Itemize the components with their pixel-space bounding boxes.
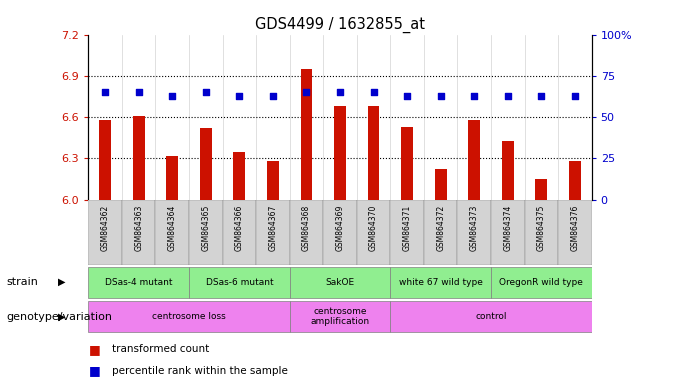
Text: strain: strain xyxy=(7,277,39,287)
Text: ▶: ▶ xyxy=(58,312,65,322)
Bar xyxy=(99,120,111,200)
Point xyxy=(569,93,580,99)
Bar xyxy=(368,106,379,200)
Bar xyxy=(435,169,447,200)
Text: GSM864376: GSM864376 xyxy=(571,205,579,251)
FancyBboxPatch shape xyxy=(491,266,592,298)
Text: GSM864375: GSM864375 xyxy=(537,205,546,251)
Text: centrosome loss: centrosome loss xyxy=(152,312,226,321)
Point xyxy=(167,93,177,99)
Bar xyxy=(133,116,145,200)
FancyBboxPatch shape xyxy=(524,200,558,265)
FancyBboxPatch shape xyxy=(88,301,290,332)
FancyBboxPatch shape xyxy=(88,200,122,265)
FancyBboxPatch shape xyxy=(390,200,424,265)
FancyBboxPatch shape xyxy=(88,266,189,298)
Point xyxy=(402,93,413,99)
Text: genotype/variation: genotype/variation xyxy=(7,312,113,322)
FancyBboxPatch shape xyxy=(189,266,290,298)
Point xyxy=(435,93,446,99)
Text: GSM864374: GSM864374 xyxy=(503,205,512,251)
Text: GSM864370: GSM864370 xyxy=(369,205,378,251)
FancyBboxPatch shape xyxy=(156,200,189,265)
Text: ■: ■ xyxy=(88,343,100,356)
Point xyxy=(335,89,345,96)
Text: GSM864368: GSM864368 xyxy=(302,205,311,251)
FancyBboxPatch shape xyxy=(290,266,390,298)
Bar xyxy=(401,127,413,200)
Point xyxy=(133,89,144,96)
Text: DSas-4 mutant: DSas-4 mutant xyxy=(105,278,173,287)
FancyBboxPatch shape xyxy=(122,200,156,265)
Text: GSM864372: GSM864372 xyxy=(436,205,445,251)
Text: GDS4499 / 1632855_at: GDS4499 / 1632855_at xyxy=(255,17,425,33)
Text: centrosome
amplification: centrosome amplification xyxy=(311,307,369,326)
Bar xyxy=(267,161,279,200)
FancyBboxPatch shape xyxy=(256,200,290,265)
FancyBboxPatch shape xyxy=(323,200,357,265)
Bar xyxy=(167,156,178,200)
Text: GSM864373: GSM864373 xyxy=(470,205,479,251)
Text: SakOE: SakOE xyxy=(326,278,354,287)
Text: percentile rank within the sample: percentile rank within the sample xyxy=(112,366,288,376)
Text: GSM864365: GSM864365 xyxy=(201,205,210,251)
Bar xyxy=(469,120,480,200)
Point xyxy=(503,93,513,99)
Point xyxy=(301,89,312,96)
Bar xyxy=(535,179,547,200)
FancyBboxPatch shape xyxy=(491,200,524,265)
Bar xyxy=(334,106,346,200)
Point xyxy=(267,93,278,99)
Text: transformed count: transformed count xyxy=(112,344,209,354)
FancyBboxPatch shape xyxy=(222,200,256,265)
Text: GSM864364: GSM864364 xyxy=(168,205,177,251)
Bar xyxy=(569,161,581,200)
Text: GSM864369: GSM864369 xyxy=(335,205,345,251)
Point xyxy=(201,89,211,96)
Text: GSM864366: GSM864366 xyxy=(235,205,244,251)
FancyBboxPatch shape xyxy=(390,301,592,332)
FancyBboxPatch shape xyxy=(390,266,491,298)
Text: DSas-6 mutant: DSas-6 mutant xyxy=(205,278,273,287)
Point xyxy=(536,93,547,99)
Text: OregonR wild type: OregonR wild type xyxy=(499,278,583,287)
Text: ▶: ▶ xyxy=(58,277,65,287)
FancyBboxPatch shape xyxy=(357,200,390,265)
Text: control: control xyxy=(475,312,507,321)
Text: GSM864371: GSM864371 xyxy=(403,205,411,251)
Bar xyxy=(502,141,513,200)
FancyBboxPatch shape xyxy=(189,200,222,265)
Text: GSM864363: GSM864363 xyxy=(134,205,143,251)
Text: GSM864362: GSM864362 xyxy=(101,205,109,251)
Text: GSM864367: GSM864367 xyxy=(269,205,277,251)
Point xyxy=(368,89,379,96)
Bar xyxy=(233,152,245,200)
Point xyxy=(234,93,245,99)
FancyBboxPatch shape xyxy=(424,200,458,265)
FancyBboxPatch shape xyxy=(558,200,592,265)
FancyBboxPatch shape xyxy=(458,200,491,265)
FancyBboxPatch shape xyxy=(290,200,323,265)
Bar xyxy=(200,128,211,200)
Text: ■: ■ xyxy=(88,364,100,377)
FancyBboxPatch shape xyxy=(290,301,390,332)
Point xyxy=(469,93,479,99)
Bar xyxy=(301,69,312,200)
Point xyxy=(100,89,111,96)
Text: white 67 wild type: white 67 wild type xyxy=(398,278,483,287)
